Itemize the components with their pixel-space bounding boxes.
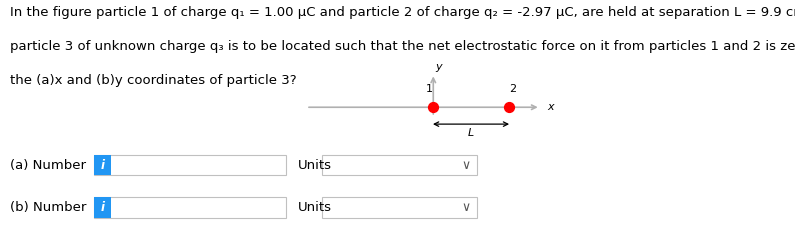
Text: In the figure particle 1 of charge q₁ = 1.00 μC and particle 2 of charge q₂ = -2: In the figure particle 1 of charge q₁ = … [10,6,795,19]
Point [427,105,440,109]
FancyBboxPatch shape [322,197,477,218]
Text: particle 3 of unknown charge q₃ is to be located such that the net electrostatic: particle 3 of unknown charge q₃ is to be… [10,40,795,53]
Text: ∨: ∨ [462,201,471,214]
Text: L: L [468,128,474,138]
FancyBboxPatch shape [94,155,111,175]
Text: ∨: ∨ [462,159,471,172]
Text: 1: 1 [426,84,432,94]
Text: x: x [547,102,553,112]
Text: i: i [100,201,105,214]
Text: y: y [436,62,442,72]
Text: (a) Number: (a) Number [10,159,87,172]
FancyBboxPatch shape [94,197,286,218]
Point [502,105,515,109]
FancyBboxPatch shape [94,155,286,175]
Text: 2: 2 [510,84,516,94]
Text: (b) Number: (b) Number [10,201,87,214]
Text: Units: Units [298,201,332,214]
FancyBboxPatch shape [322,155,477,175]
Text: Units: Units [298,159,332,172]
Text: the (a)x and (b)y coordinates of particle 3?: the (a)x and (b)y coordinates of particl… [10,74,297,87]
Text: i: i [100,159,105,172]
FancyBboxPatch shape [94,197,111,218]
